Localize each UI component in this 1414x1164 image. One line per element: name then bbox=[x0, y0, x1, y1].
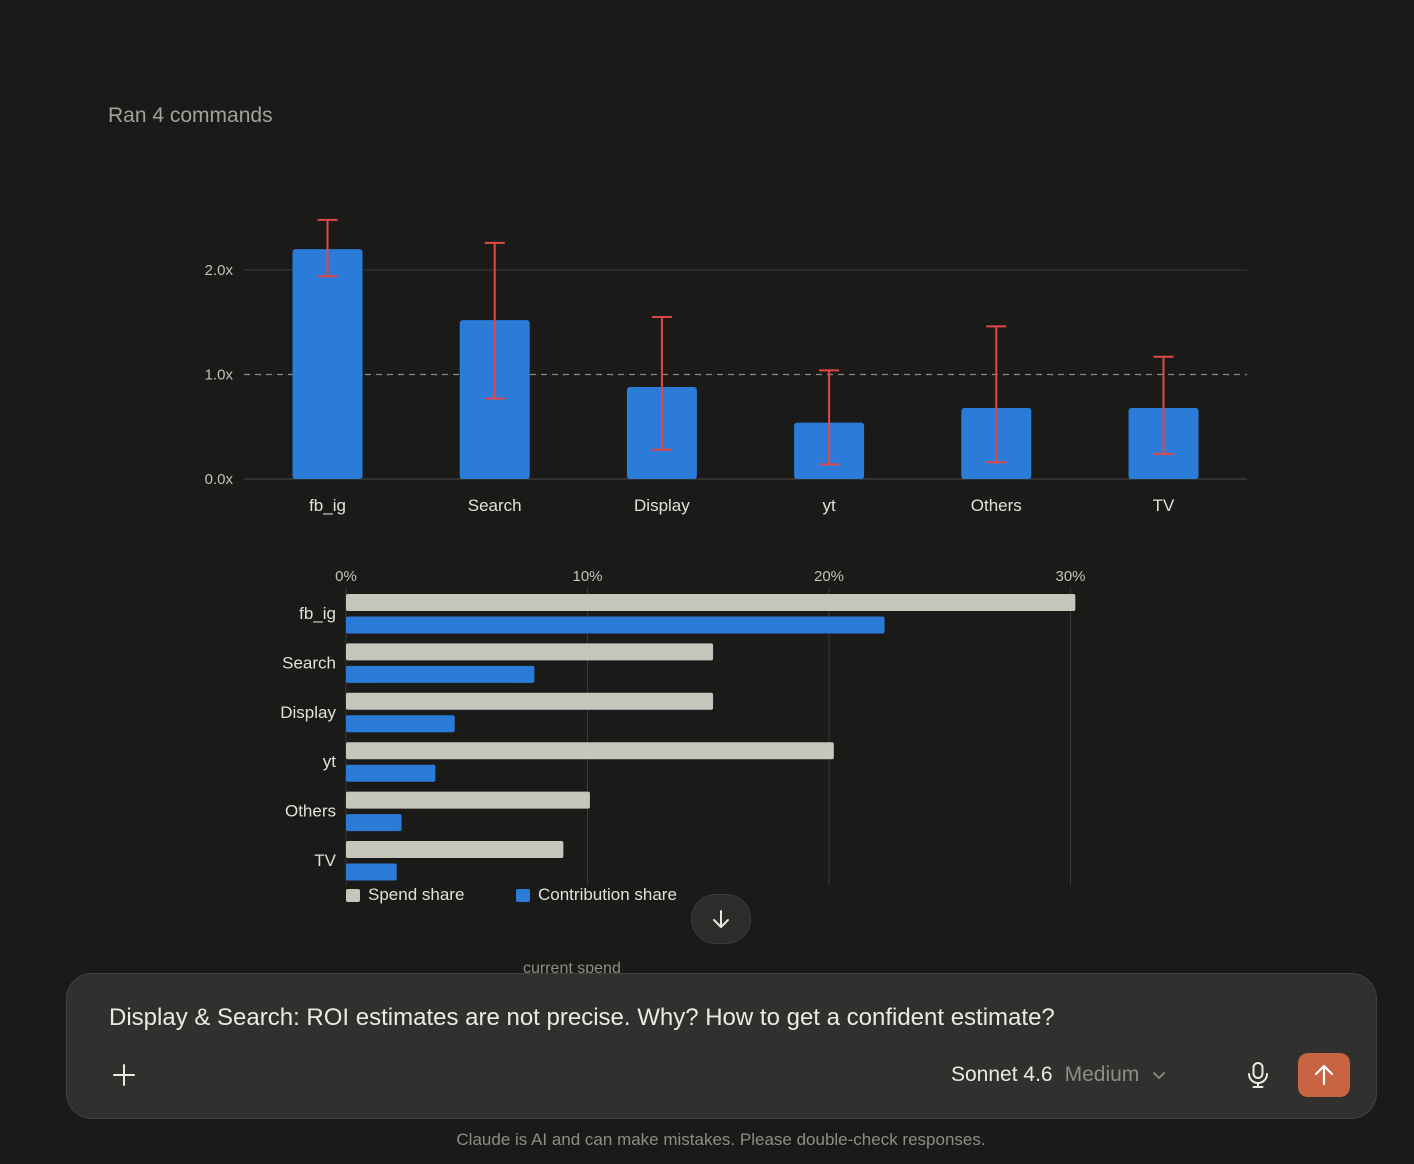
message-input[interactable]: Display & Search: ROI estimates are not … bbox=[109, 1004, 1055, 1031]
x-tick-label: yt bbox=[822, 496, 836, 515]
legend-label: Contribution share bbox=[538, 885, 677, 904]
contribution-share-bar bbox=[346, 814, 402, 832]
message-composer[interactable]: Display & Search: ROI estimates are not … bbox=[66, 973, 1377, 1119]
y-tick-label: Search bbox=[282, 653, 336, 672]
x-tick-label: 10% bbox=[572, 568, 602, 585]
x-tick-label: Search bbox=[468, 496, 522, 515]
x-tick-label: Display bbox=[634, 496, 690, 515]
model-effort: Medium bbox=[1064, 1063, 1140, 1086]
microphone-icon bbox=[1248, 1062, 1268, 1088]
contribution-share-bar bbox=[346, 616, 885, 634]
model-selector[interactable]: Sonnet 4.6 Medium bbox=[951, 1060, 1167, 1090]
y-tick-label: TV bbox=[314, 851, 336, 870]
contribution-share-bar bbox=[346, 715, 455, 733]
y-tick-label: 2.0x bbox=[205, 262, 234, 279]
ran-commands-toggle[interactable]: Ran 4 commands bbox=[108, 104, 273, 127]
y-tick-label: 1.0x bbox=[205, 367, 234, 384]
spend-share-bar bbox=[346, 841, 564, 858]
spend-share-bar bbox=[346, 791, 590, 809]
x-tick-label: 30% bbox=[1055, 568, 1085, 585]
partial-text-behind-composer: current spend bbox=[523, 960, 621, 977]
roi-bar bbox=[292, 249, 363, 479]
y-tick-label: fb_ig bbox=[299, 604, 336, 623]
contribution-share-bar bbox=[346, 863, 397, 881]
disclaimer: Claude is AI and can make mistakes. Plea… bbox=[456, 1130, 986, 1149]
legend-label: Spend share bbox=[368, 885, 464, 904]
model-name: Sonnet 4.6 bbox=[951, 1063, 1053, 1086]
x-tick-label: TV bbox=[1153, 496, 1175, 515]
arrow-down-icon bbox=[713, 910, 729, 928]
chevron-down-icon bbox=[1153, 1072, 1166, 1079]
plus-icon bbox=[113, 1064, 135, 1086]
send-button[interactable] bbox=[1298, 1053, 1350, 1097]
scroll-to-bottom-button[interactable] bbox=[691, 894, 751, 944]
y-tick-label: 0.0x bbox=[205, 471, 234, 488]
y-tick-label: Others bbox=[285, 802, 336, 821]
spend-contribution-chart: 0% 10% 20% 30% fb_ig Search Display yt Others TV S… bbox=[280, 568, 1085, 904]
contribution-share-bar bbox=[346, 665, 535, 683]
x-tick-label: 0% bbox=[335, 568, 357, 585]
spend-share-bar bbox=[346, 742, 834, 760]
roi-bar-chart: 0.0x 1.0x 2.0x fb_ig Search Display yt Others TV bbox=[205, 218, 1247, 515]
y-tick-label: yt bbox=[323, 752, 337, 771]
voice-input-button[interactable] bbox=[1239, 1056, 1277, 1094]
x-tick-label: Others bbox=[971, 496, 1022, 515]
roi-bar bbox=[459, 320, 530, 479]
legend-swatch bbox=[516, 889, 530, 902]
spend-share-bar bbox=[346, 643, 714, 661]
arrow-up-icon bbox=[1314, 1064, 1334, 1086]
x-tick-label: fb_ig bbox=[309, 496, 346, 515]
spend-share-bar bbox=[346, 594, 1076, 611]
y-tick-label: Display bbox=[280, 703, 336, 722]
legend-swatch bbox=[346, 889, 360, 902]
spend-share-bar bbox=[346, 692, 714, 710]
contribution-share-bar bbox=[346, 764, 436, 782]
add-attachment-button[interactable] bbox=[105, 1056, 143, 1094]
x-tick-label: 20% bbox=[814, 568, 844, 585]
